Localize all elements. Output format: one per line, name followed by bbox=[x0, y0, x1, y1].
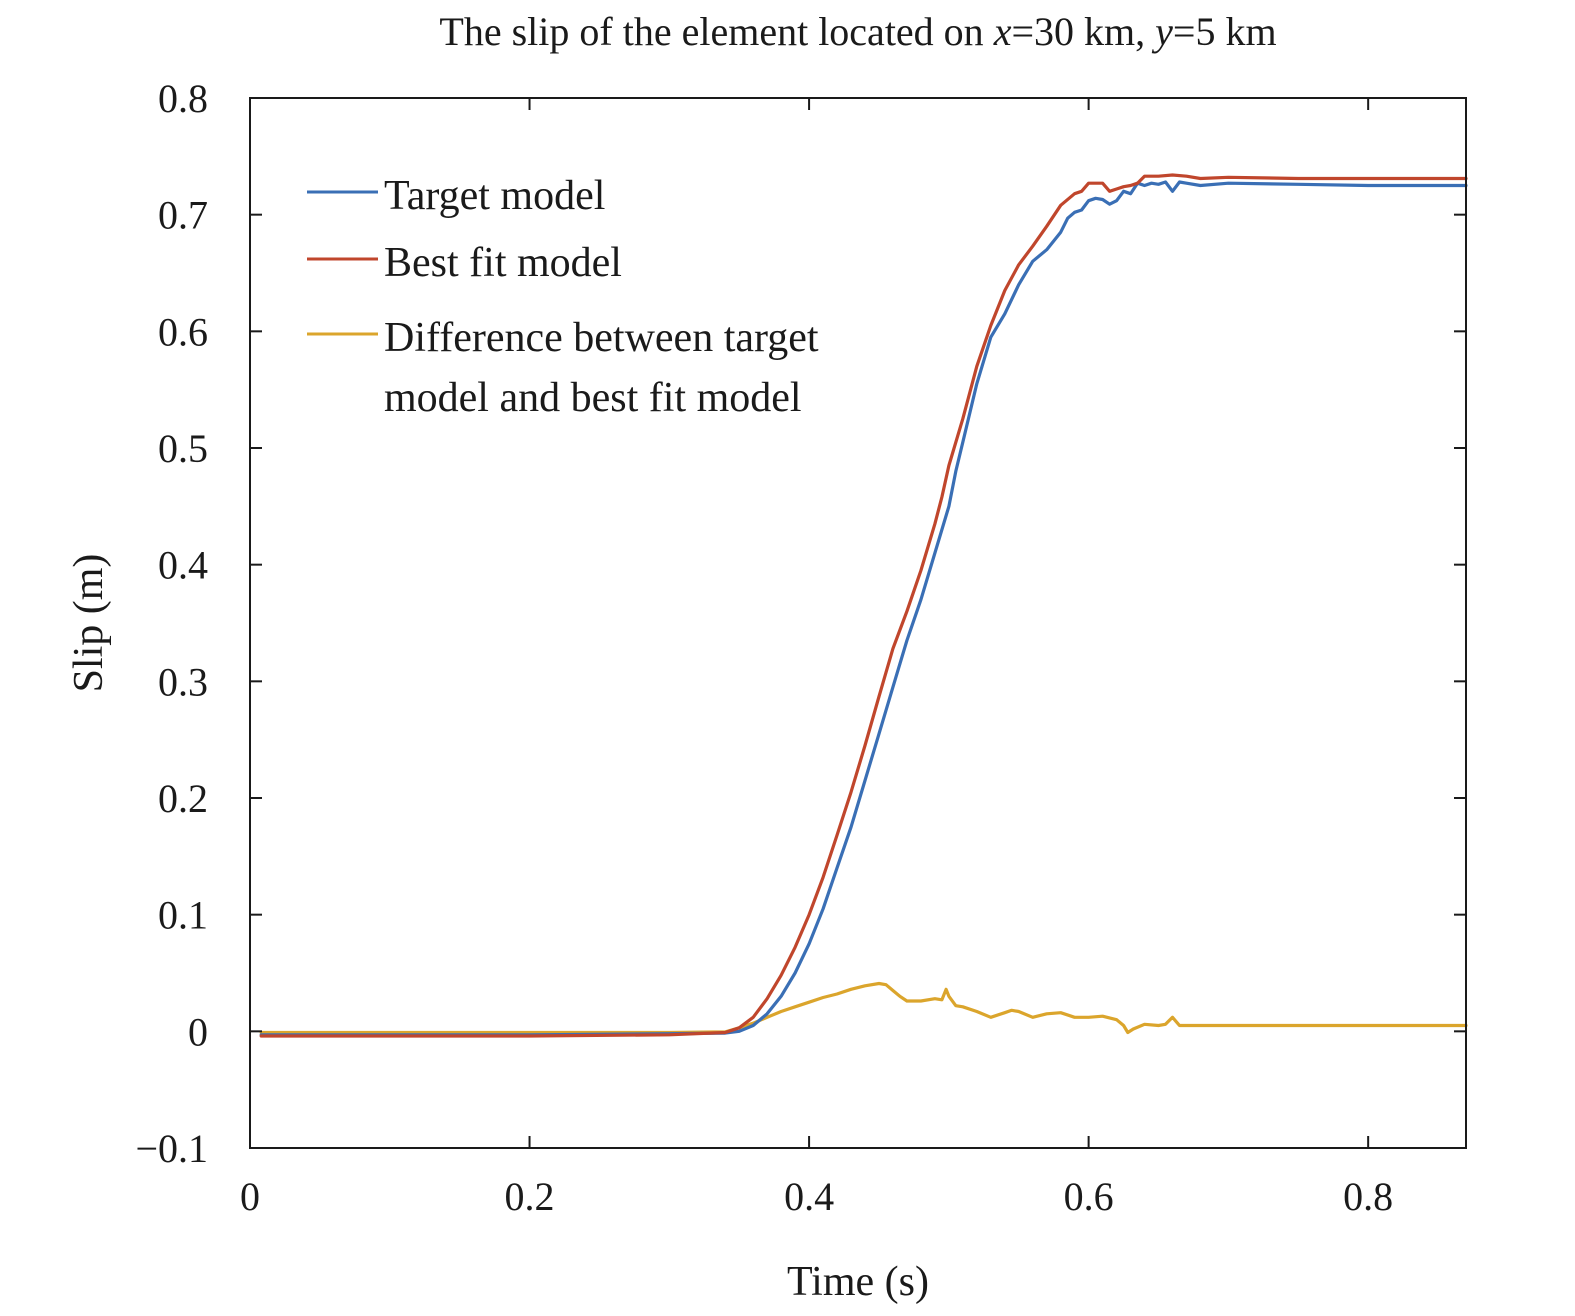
y-tick-label: −0.1 bbox=[135, 1126, 208, 1171]
y-tick-label: 0.6 bbox=[158, 309, 208, 354]
x-tick-labels: 0 0.2 0.4 0.6 0.8 bbox=[240, 1174, 1393, 1219]
chart-title-prefix: The slip of the element located on bbox=[439, 9, 993, 54]
y-tick-label: 0.2 bbox=[158, 776, 208, 821]
x-tick-label: 0 bbox=[240, 1174, 260, 1219]
legend: Target model Best fit model Difference bet… bbox=[307, 173, 819, 421]
chart-title-x-var: x bbox=[993, 9, 1012, 54]
x-tick-label: 0.4 bbox=[784, 1174, 834, 1219]
legend-label: Target model bbox=[384, 173, 605, 219]
chart-title-x-value: =30 km, bbox=[1011, 9, 1155, 54]
best-fit-model-line bbox=[259, 173, 1468, 1038]
plot-area-frame bbox=[249, 97, 1467, 1149]
y-axis-label: Slip (m) bbox=[66, 554, 112, 693]
y-tick-label: 0.5 bbox=[158, 426, 208, 471]
target-model-line bbox=[259, 180, 1468, 1037]
legend-label: model and best fit model bbox=[384, 375, 802, 421]
chart-title-y-var: y bbox=[1151, 9, 1173, 54]
x-tick-label: 0.2 bbox=[505, 1174, 555, 1219]
legend-label: Difference between target bbox=[384, 315, 819, 361]
y-tick-label: 0.3 bbox=[158, 659, 208, 704]
legend-label: Best fit model bbox=[384, 240, 622, 286]
y-tick-label: 0.7 bbox=[158, 193, 208, 238]
series-layer bbox=[259, 173, 1468, 1038]
y-tick-label: 0 bbox=[188, 1009, 208, 1054]
difference-line bbox=[259, 981, 1468, 1035]
chart-title: The slip of the element located on x=30 … bbox=[439, 9, 1276, 54]
y-tick-label: 0.1 bbox=[158, 893, 208, 938]
y-tick-label: 0.8 bbox=[158, 76, 208, 121]
y-tick-labels: −0.1 0 0.1 0.2 0.3 0.4 0.5 0.6 0.7 0.8 bbox=[135, 76, 208, 1171]
chart-title-y-value: =5 km bbox=[1173, 9, 1277, 54]
x-axis-label: Time (s) bbox=[787, 1259, 929, 1305]
x-tick-label: 0.8 bbox=[1343, 1174, 1393, 1219]
y-tick-label: 0.4 bbox=[158, 543, 208, 588]
x-tick-label: 0.6 bbox=[1064, 1174, 1114, 1219]
